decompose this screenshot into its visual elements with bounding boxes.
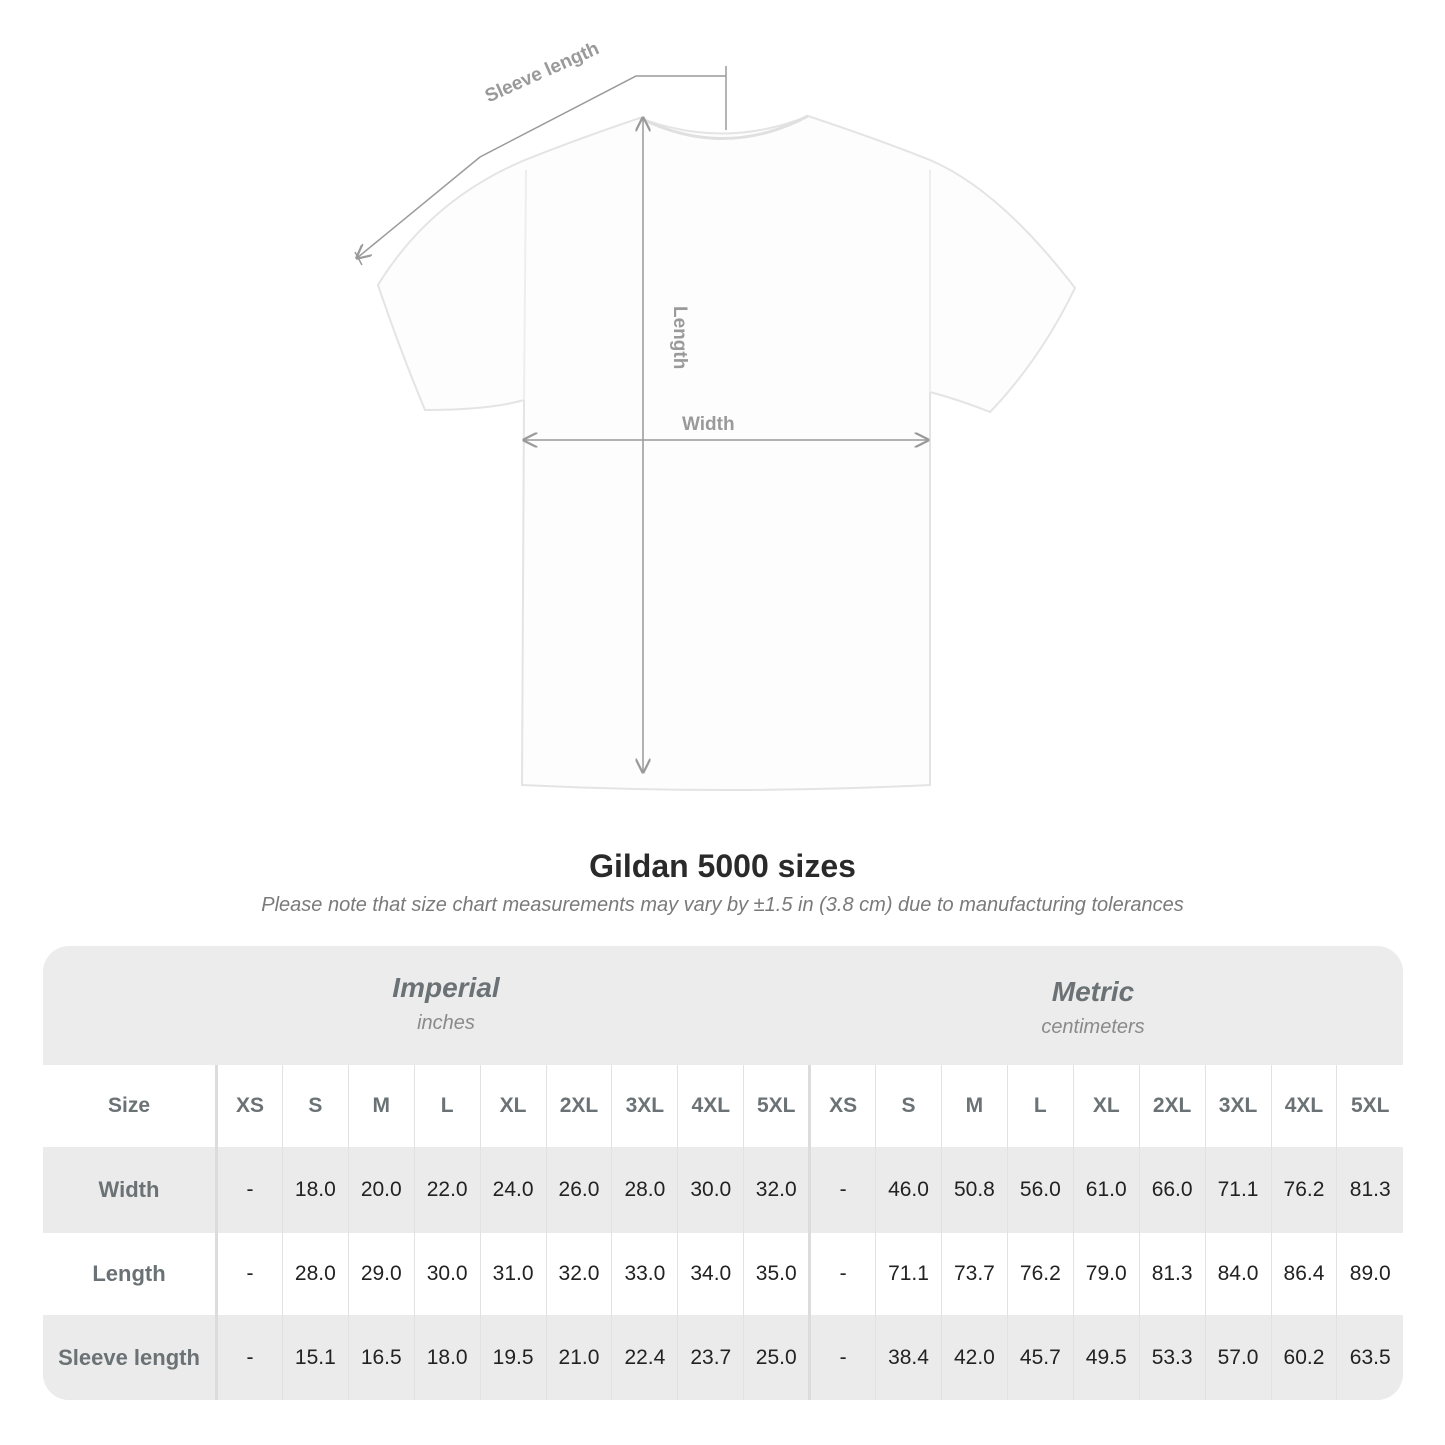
metric-size-header: 4XL xyxy=(1270,1065,1337,1147)
tshirt-diagram xyxy=(0,66,1077,791)
metric-value: 89.0 xyxy=(1336,1233,1403,1315)
imperial-size-header: S xyxy=(281,1065,349,1147)
metric-title: Metric xyxy=(1051,976,1135,1007)
imperial-value: 31.0 xyxy=(479,1233,547,1315)
metric-value: - xyxy=(808,1233,876,1315)
metric-size-header: XL xyxy=(1072,1065,1140,1147)
imperial-value: 30.0 xyxy=(413,1233,481,1315)
table-row: Length -28.0 29.0 30.0 31.0 32.0 33.0 34.0 35.0-… xyxy=(43,1233,1403,1315)
table-row: Sleeve length -15.1 16.5 18.0 19.5 21.0 22.4 23… xyxy=(43,1315,1403,1400)
imperial-value: 15.1 xyxy=(281,1315,349,1400)
metric-value: 38.4 xyxy=(875,1315,942,1400)
page-title: Gildan 5000 sizes xyxy=(589,848,856,884)
imperial-value: 23.7 xyxy=(677,1315,744,1400)
imperial-value: 16.5 xyxy=(347,1315,415,1400)
metric-size-header: XS xyxy=(808,1065,876,1147)
imperial-header: Imperial inches xyxy=(215,946,677,1065)
imperial-size-header: 4XL xyxy=(677,1065,744,1147)
metric-value: 49.5 xyxy=(1072,1315,1140,1400)
imperial-value: 25.0 xyxy=(743,1315,810,1400)
imperial-value: 30.0 xyxy=(677,1147,744,1233)
metric-size-header: 3XL xyxy=(1204,1065,1271,1147)
table-row: Width -18.0 20.0 22.0 24.0 26.0 28.0 30.0 32.0-4… xyxy=(43,1147,1403,1233)
imperial-title: Imperial xyxy=(392,972,500,1003)
imperial-value: 26.0 xyxy=(545,1147,612,1233)
row-label: Width xyxy=(43,1147,218,1233)
imperial-size-header: XL xyxy=(479,1065,547,1147)
imperial-value: 35.0 xyxy=(743,1233,810,1315)
metric-value: 50.8 xyxy=(940,1147,1008,1233)
metric-value: 81.3 xyxy=(1336,1147,1403,1233)
imperial-value: 28.0 xyxy=(281,1233,349,1315)
imperial-value: 22.0 xyxy=(413,1147,481,1233)
metric-value: 86.4 xyxy=(1270,1233,1337,1315)
metric-unit: centimeters xyxy=(1041,1016,1145,1038)
metric-value: 46.0 xyxy=(875,1147,942,1233)
imperial-size-header: XS xyxy=(216,1065,283,1147)
metric-size-header: L xyxy=(1006,1065,1074,1147)
imperial-value: 28.0 xyxy=(611,1147,678,1233)
imperial-value: - xyxy=(216,1233,283,1315)
imperial-value: 21.0 xyxy=(545,1315,612,1400)
metric-header: Metric centimeters xyxy=(813,950,1373,1069)
metric-size-header: 5XL xyxy=(1336,1065,1403,1147)
metric-value: 81.3 xyxy=(1138,1233,1206,1315)
imperial-value: 18.0 xyxy=(413,1315,481,1400)
metric-value: 76.2 xyxy=(1006,1233,1074,1315)
metric-size-header: S xyxy=(875,1065,942,1147)
metric-size-header: 2XL xyxy=(1138,1065,1206,1147)
width-label: Width xyxy=(682,414,735,435)
imperial-size-header: L xyxy=(413,1065,481,1147)
metric-value: 71.1 xyxy=(875,1233,942,1315)
sleeve-measure-line xyxy=(357,75,726,258)
imperial-value: - xyxy=(216,1147,283,1233)
metric-value: 42.0 xyxy=(940,1315,1008,1400)
size-table: Size XS S M L XL 2XL 3XL 4XL 5XL XS S M L XL 2XL 3XL 4XL 5… xyxy=(43,1065,1403,1400)
tolerance-note: Please note that size chart measurements… xyxy=(261,894,1184,916)
imperial-value: 32.0 xyxy=(743,1147,810,1233)
metric-size-header: M xyxy=(940,1065,1008,1147)
size-header-row: Size XS S M L XL 2XL 3XL 4XL 5XL XS S M L XL 2XL 3XL 4XL 5… xyxy=(43,1065,1403,1147)
metric-value: 63.5 xyxy=(1336,1315,1403,1400)
length-label: Length xyxy=(669,306,690,370)
metric-value: 60.2 xyxy=(1270,1315,1337,1400)
metric-value: 84.0 xyxy=(1204,1233,1271,1315)
imperial-value: 24.0 xyxy=(479,1147,547,1233)
imperial-unit: inches xyxy=(417,1012,475,1034)
size-chart: Imperial inches Metric centimeters Size X… xyxy=(43,946,1403,1400)
imperial-value: 18.0 xyxy=(281,1147,349,1233)
imperial-size-header: 2XL xyxy=(545,1065,612,1147)
metric-value: - xyxy=(808,1147,876,1233)
imperial-value: 34.0 xyxy=(677,1233,744,1315)
metric-value: 71.1 xyxy=(1204,1147,1271,1233)
metric-value: 45.7 xyxy=(1006,1315,1074,1400)
metric-value: 79.0 xyxy=(1072,1233,1140,1315)
imperial-size-header: 5XL xyxy=(743,1065,810,1147)
imperial-value: 22.4 xyxy=(611,1315,678,1400)
imperial-value: 29.0 xyxy=(347,1233,415,1315)
imperial-value: - xyxy=(216,1315,283,1400)
imperial-value: 32.0 xyxy=(545,1233,612,1315)
metric-value: 66.0 xyxy=(1138,1147,1206,1233)
imperial-value: 33.0 xyxy=(611,1233,678,1315)
metric-value: 56.0 xyxy=(1006,1147,1074,1233)
row-label: Sleeve length xyxy=(43,1315,218,1400)
metric-value: 61.0 xyxy=(1072,1147,1140,1233)
imperial-size-header: 3XL xyxy=(611,1065,678,1147)
metric-value: 57.0 xyxy=(1204,1315,1271,1400)
imperial-value: 20.0 xyxy=(347,1147,415,1233)
imperial-size-header: M xyxy=(347,1065,415,1147)
row-label: Length xyxy=(43,1233,218,1315)
metric-value: - xyxy=(808,1315,876,1400)
metric-value: 76.2 xyxy=(1270,1147,1337,1233)
imperial-value: 19.5 xyxy=(479,1315,547,1400)
metric-value: 73.7 xyxy=(940,1233,1008,1315)
tshirt-shape xyxy=(376,114,1077,791)
metric-value: 53.3 xyxy=(1138,1315,1206,1400)
size-header-label: Size xyxy=(43,1065,218,1147)
